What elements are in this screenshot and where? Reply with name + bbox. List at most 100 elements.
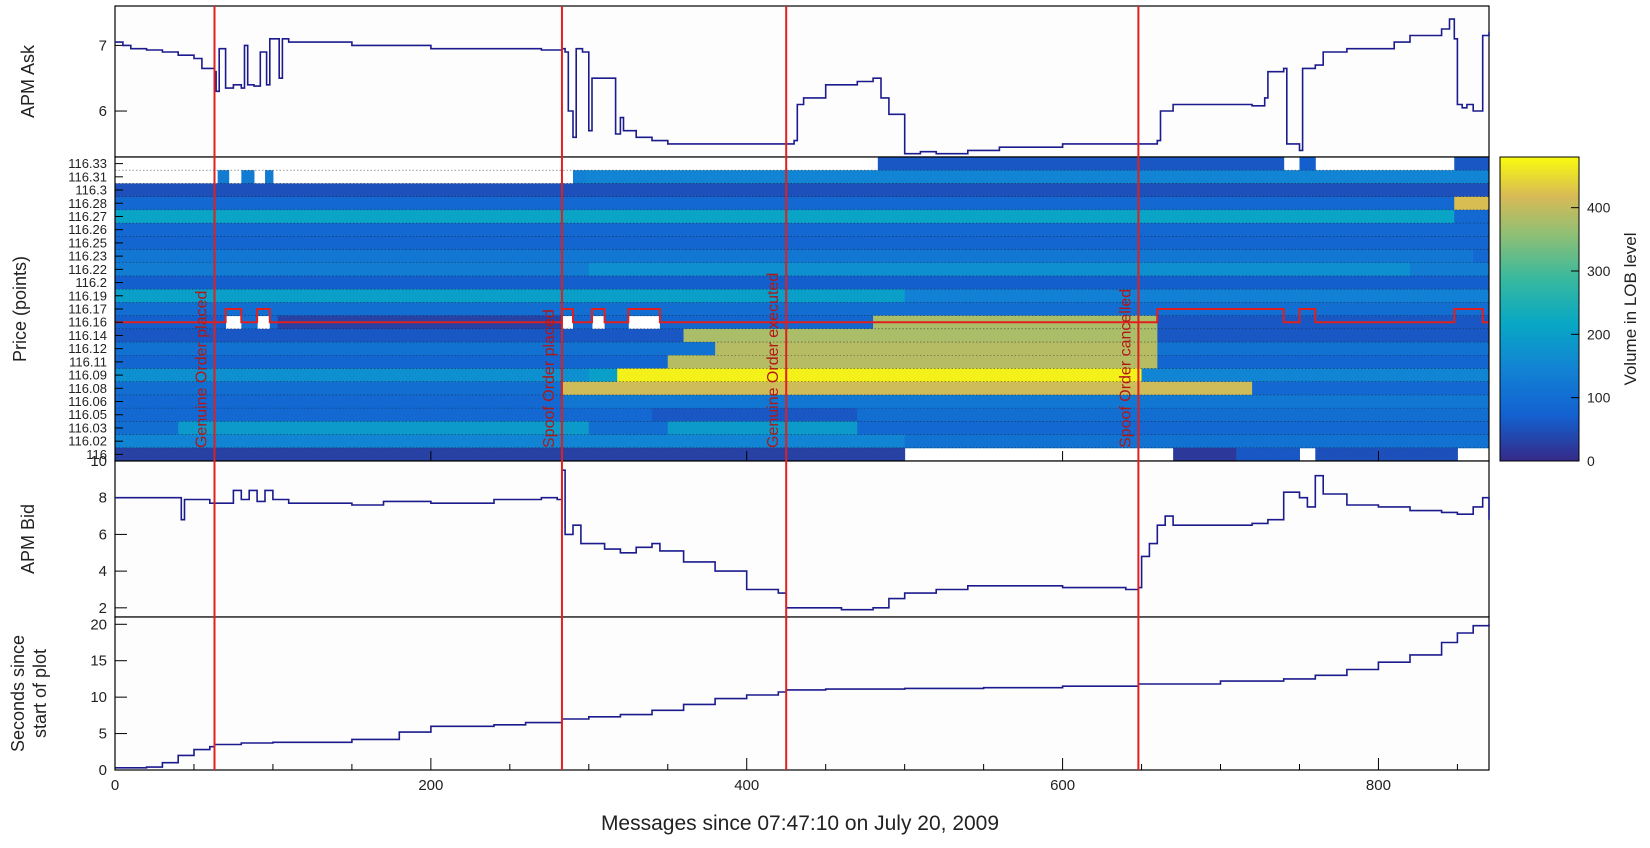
lob-cell (115, 209, 1455, 224)
lob-cell (115, 408, 653, 422)
bid-y-tick-label: 8 (99, 490, 107, 507)
lob-cell (265, 170, 274, 184)
lob-cell (1173, 447, 1237, 462)
lob-cell (904, 289, 1490, 303)
lob-level-label: 116 (86, 447, 107, 462)
x-tick-label: 600 (1050, 777, 1075, 794)
lob-cell (115, 262, 590, 277)
lob-level-label: 116.11 (69, 354, 107, 369)
colorbar-tick-label: 200 (1587, 326, 1611, 342)
colorbar-tick-label: 0 (1587, 453, 1595, 469)
lob-cell (857, 421, 1490, 436)
lob-cell (178, 421, 590, 436)
seconds-panel: 0 5 10 15 20 Seconds since start of plot 0 200 40… (8, 616, 1490, 794)
lob-cell (561, 381, 1253, 396)
lob-cell (588, 368, 618, 383)
lob-cell (115, 236, 1490, 251)
lob-cell (115, 275, 1490, 290)
lob-cell (1157, 342, 1490, 356)
bid-frame (114, 460, 1490, 618)
lob-level-label: 116.09 (68, 368, 107, 383)
lob-level-label: 116.28 (68, 196, 107, 211)
lob-cell (115, 302, 1490, 317)
x-tick-label: 800 (1366, 777, 1391, 794)
lob-cell (241, 170, 255, 184)
lob-cell (115, 381, 563, 396)
lob-level-label: 116.03 (68, 420, 107, 435)
lob-cell (1299, 157, 1316, 171)
lob-cell (115, 196, 1455, 211)
lob-cell (115, 355, 669, 369)
lob-level-label: 116.2 (75, 275, 107, 290)
lob-cell (1454, 209, 1490, 224)
lob-level-label: 116.31 (68, 169, 107, 184)
lob-level-label: 116.02 (68, 434, 107, 449)
lob-cell (683, 328, 1158, 343)
lob-cell (1157, 355, 1490, 369)
lob-cell (651, 408, 858, 422)
lob-cell (115, 368, 590, 383)
lob-cell (1157, 328, 1490, 343)
lob-cell (115, 342, 716, 356)
lob-cell (1141, 368, 1490, 383)
lob-cell (588, 262, 1411, 277)
secs-y-axis-label: start of plot (30, 649, 50, 738)
ask-y-axis-label: APM Ask (18, 44, 38, 118)
colorbar-label: Volume in LOB level (1621, 232, 1640, 385)
lob-cell (667, 421, 858, 436)
lob-cell (115, 183, 1490, 198)
x-tick-label: 200 (418, 777, 443, 794)
lob-level-label: 116.27 (68, 209, 107, 224)
lob-cell (857, 408, 1490, 422)
lob-heatmap-panel: 116.33116.31116.3116.28116.27116.26116.2… (10, 156, 1490, 462)
lob-level-label: 116.16 (68, 315, 107, 330)
bid-y-tick-label: 10 (90, 453, 107, 470)
secs-y-axis-label: Seconds since (8, 635, 28, 752)
x-tick-label: 400 (734, 777, 759, 794)
lob-cell (585, 170, 1490, 184)
bid-y-axis-label: APM Bid (18, 504, 38, 574)
secs-frame (114, 616, 1490, 771)
lob-cell (115, 289, 906, 303)
lob-level-label: 116.3 (75, 183, 107, 198)
secs-y-tick-label: 20 (90, 616, 107, 633)
lob-level-label: 116.33 (68, 156, 107, 171)
lob-cell (1473, 249, 1490, 264)
lob-level-label: 116.06 (68, 394, 107, 409)
secs-y-tick-label: 10 (90, 689, 107, 706)
lob-cell (115, 447, 906, 462)
lob-level-label: 116.19 (68, 288, 107, 303)
lob-cell (115, 249, 1474, 264)
lob-cell (588, 421, 669, 436)
lob-y-axis-label: Price (points) (10, 256, 30, 362)
secs-y-tick-label: 15 (90, 653, 107, 670)
lob-cell (115, 394, 563, 409)
lob-cell (904, 434, 1490, 449)
lob-level-label: 116.22 (68, 262, 107, 277)
lob-cell (115, 328, 685, 343)
lob-cell (1454, 157, 1490, 171)
lob-cell (115, 434, 906, 449)
lob-cell (715, 342, 1158, 356)
event-label: Genuine Order executed (765, 273, 782, 448)
lob-level-label: 116.23 (68, 249, 107, 264)
lob-best-bid-path (115, 308, 1489, 324)
lob-cell (561, 394, 1490, 409)
bid-y-tick-label: 6 (99, 526, 107, 543)
lob-cell (573, 170, 587, 184)
colorbar-tick-label: 400 (1587, 200, 1611, 216)
lob-cell (1315, 447, 1458, 462)
x-tick-label: 0 (111, 777, 119, 794)
lob-cell (1410, 262, 1490, 277)
colorbar-frame (1499, 156, 1580, 462)
colorbar-tick-label: 300 (1587, 263, 1611, 279)
ask-y-tick-label: 7 (99, 37, 107, 54)
lob-cell (1252, 381, 1490, 396)
lob-level-label: 116.05 (68, 407, 107, 422)
bid-y-tick-label: 4 (99, 563, 107, 580)
event-label: Spoof Order cancelled (1117, 289, 1134, 448)
secs-y-tick-label: 0 (99, 762, 107, 779)
ask-y-tick-label: 6 (99, 103, 107, 120)
